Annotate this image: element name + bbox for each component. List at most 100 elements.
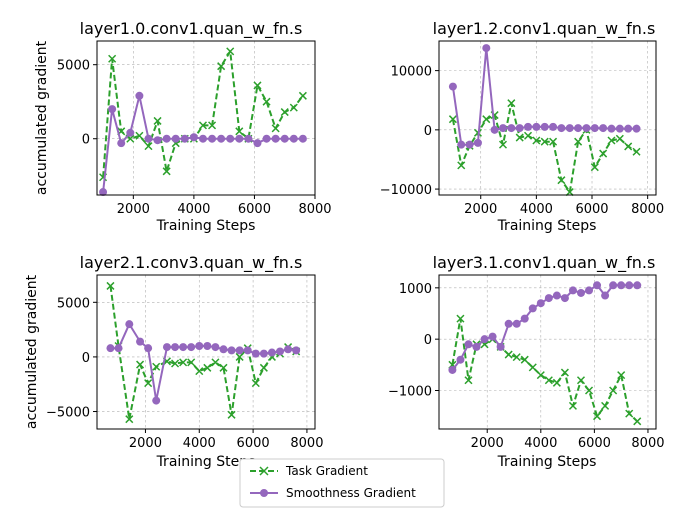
y-axis-label: accumulated gradient bbox=[34, 40, 50, 195]
task-gradient-point bbox=[456, 314, 465, 323]
smoothness-gradient-point bbox=[473, 138, 482, 147]
task-gradient-point bbox=[198, 121, 208, 130]
y-tick-label: −1000 bbox=[388, 385, 432, 400]
task-gradient-point bbox=[179, 358, 188, 367]
task-gradient-point bbox=[609, 386, 618, 395]
x-tick-label: 2000 bbox=[117, 202, 150, 217]
task-gradient-point bbox=[464, 376, 473, 385]
smoothness-gradient-point bbox=[617, 281, 626, 290]
task-gradient-point bbox=[162, 167, 171, 176]
task-gradient-point bbox=[552, 378, 561, 387]
plot-area bbox=[439, 275, 656, 429]
x-tick-label: 6000 bbox=[238, 202, 271, 217]
smoothness-gradient-point bbox=[126, 128, 135, 137]
task-gradient-point bbox=[262, 97, 271, 106]
task-gradient-point bbox=[601, 401, 610, 410]
task-gradient-point bbox=[504, 350, 513, 359]
x-tick-label: 4000 bbox=[524, 436, 557, 451]
smoothness-gradient-point bbox=[114, 344, 123, 353]
x-axis-label: Training Steps bbox=[156, 218, 256, 234]
smoothness-gradient-point bbox=[536, 299, 545, 308]
smoothness-gradient-point bbox=[490, 125, 499, 134]
smoothness-gradient-point bbox=[135, 91, 144, 100]
smoothness-gradient-point bbox=[284, 345, 293, 354]
smoothness-gradient-point bbox=[227, 346, 236, 355]
smoothness-gradient-point bbox=[544, 294, 553, 303]
smoothness-gradient-point bbox=[189, 133, 198, 142]
smoothness-gradient-point bbox=[187, 343, 196, 352]
smoothness-gradient-point bbox=[568, 286, 577, 295]
legend: Task Gradient Smoothness Gradient bbox=[239, 458, 445, 508]
task-gradient-point bbox=[280, 108, 289, 117]
smoothness-gradient-point bbox=[498, 124, 507, 133]
y-tick-label: 1000 bbox=[399, 282, 432, 297]
smoothness-gradient-point bbox=[298, 134, 307, 143]
task-gradient-point bbox=[528, 363, 537, 372]
smoothness-gradient-point bbox=[532, 122, 541, 131]
task-gradient-point bbox=[227, 410, 236, 419]
smoothness-gradient-point bbox=[507, 124, 516, 133]
smoothness-gradient-point bbox=[136, 337, 145, 346]
smoothness-gradient-point bbox=[448, 82, 457, 91]
subplot-title: layer3.1.conv1.quan_w_fn.s bbox=[433, 253, 656, 273]
task-gradient-point bbox=[106, 281, 115, 290]
y-tick-label: 10000 bbox=[391, 65, 432, 80]
y-axis-label: accumulated gradient bbox=[24, 274, 40, 429]
plot-area bbox=[97, 41, 316, 197]
smoothness-gradient-point bbox=[108, 105, 117, 114]
subplot-title: layer1.2.conv1.quan_w_fn.s bbox=[433, 19, 656, 39]
smoothness-gradient-point bbox=[615, 124, 624, 133]
smoothness-gradient-point bbox=[557, 124, 566, 133]
task-gradient-point bbox=[253, 81, 262, 90]
smoothness-gradient-point bbox=[106, 344, 115, 353]
smoothness-gradient-point bbox=[203, 341, 212, 350]
smoothness-gradient-point bbox=[590, 124, 599, 133]
smoothness-gradient-point bbox=[244, 134, 253, 143]
smoothness-gradient-point bbox=[576, 288, 585, 297]
task-gradient-point bbox=[153, 116, 162, 125]
task-gradient-point bbox=[633, 417, 642, 426]
smoothness-gradient-point bbox=[624, 124, 633, 133]
smoothness-gradient-point bbox=[226, 134, 235, 143]
smoothness-gradient-point bbox=[144, 344, 153, 353]
smoothness-gradient-point bbox=[153, 136, 162, 145]
subplot-title: layer1.0.conv1.quan_w_fn.s bbox=[80, 19, 303, 39]
task-gradient-point bbox=[607, 136, 616, 145]
task-gradient-point bbox=[512, 353, 521, 362]
task-gradient-point bbox=[457, 161, 466, 170]
task-gradient-point bbox=[520, 355, 529, 364]
task-gradient-point bbox=[208, 121, 217, 130]
axes-frame bbox=[96, 274, 316, 430]
axes-frame bbox=[438, 40, 657, 196]
smoothness-gradient-point bbox=[195, 341, 204, 350]
smoothness-gradient-point bbox=[593, 281, 602, 290]
y-tick-label: 0 bbox=[82, 133, 90, 148]
task-gradient-point bbox=[217, 62, 226, 71]
task-gradient-point bbox=[226, 47, 235, 56]
smoothness-gradient-point bbox=[496, 342, 505, 351]
smoothness-gradient-point bbox=[520, 314, 529, 323]
smoothness-gradient-point bbox=[464, 340, 473, 349]
subplot-layer2-1-conv3: layer2.1.conv3.quan_w_fn.s Training Step… bbox=[24, 253, 323, 470]
smoothness-gradient-point bbox=[211, 343, 220, 352]
smoothness-gradient-point bbox=[632, 124, 641, 133]
task-gradient-point bbox=[152, 362, 161, 371]
axes-frame bbox=[438, 274, 657, 430]
smoothness-gradient-point bbox=[625, 281, 634, 290]
y-tick-label: −10000 bbox=[380, 183, 432, 198]
x-tick-label: 8000 bbox=[298, 202, 331, 217]
task-gradient-point bbox=[235, 127, 244, 136]
legend-smooth-label: Smoothness Gradient bbox=[286, 486, 416, 500]
task-gradient-point bbox=[448, 115, 457, 124]
task-gradient-point bbox=[171, 359, 180, 368]
task-gradient-point bbox=[593, 412, 602, 421]
smoothness-gradient-point bbox=[560, 294, 569, 303]
smoothness-gradient-point bbox=[99, 188, 108, 197]
y-tick-label: −5000 bbox=[46, 406, 90, 421]
task-gradient-point bbox=[625, 409, 634, 418]
x-tick-label: 6000 bbox=[578, 436, 611, 451]
smoothness-gradient-point bbox=[488, 332, 497, 341]
smoothness-gradient-point bbox=[235, 346, 244, 355]
smoothness-gradient-point bbox=[243, 346, 252, 355]
smoothness-gradient-point bbox=[117, 139, 126, 148]
